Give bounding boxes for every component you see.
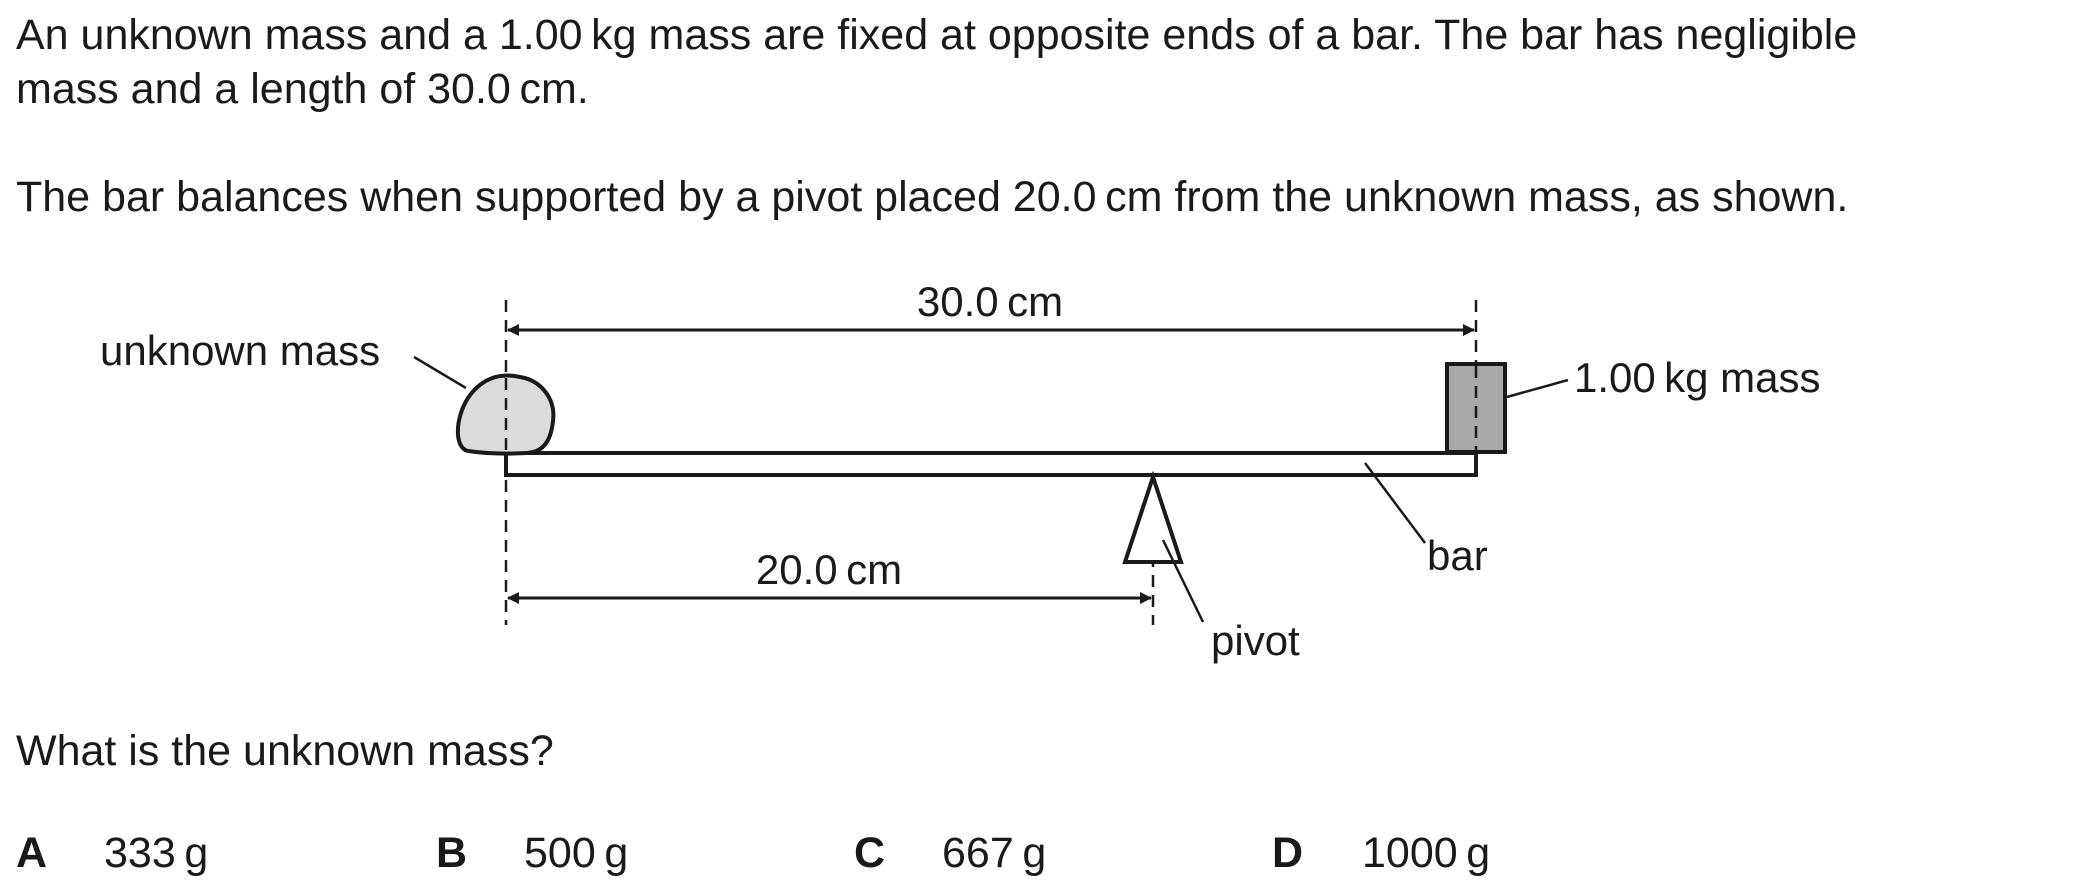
pivot-label: pivot [1211,617,1300,664]
option-b-value[interactable]: 500 g [524,829,629,877]
lever-diagram: 30.0 cm 20.0 cm unknown mass 1.00 kg mas… [100,278,1821,664]
option-d-letter[interactable]: D [1272,829,1304,877]
unknown-mass [455,373,556,456]
bar-label: bar [1427,532,1488,579]
bar-leader-line [1364,462,1426,544]
question-intro: An unknown mass and a 1.00 kg mass are f… [16,8,1857,116]
option-c-letter[interactable]: C [854,829,886,877]
question-setup: The bar balances when supported by a piv… [16,173,1849,221]
known-mass-leader-line [1506,378,1569,399]
unknown-mass-label: unknown mass [100,327,380,374]
unknown-mass-leader-line [413,355,467,390]
question-intro-line-2: mass and a length of 30.0 cm. [16,65,589,113]
pivot-distance-label: 20.0 cm [756,546,902,593]
question-prompt: What is the unknown mass? [16,727,554,775]
pivot [1122,470,1184,564]
known-mass-label: 1.00 kg mass [1574,354,1821,401]
bar [504,451,1478,477]
option-c-value[interactable]: 667 g [942,829,1047,877]
pivot-leader-line [1161,539,1205,623]
option-a-value[interactable]: 333 g [104,829,209,877]
question-intro-line-1: An unknown mass and a 1.00 kg mass are f… [16,11,1858,59]
option-a-letter[interactable]: A [16,829,48,877]
length-label: 30.0 cm [917,278,1063,325]
option-b-letter[interactable]: B [436,829,468,877]
option-d-value[interactable]: 1000 g [1362,829,1491,877]
answer-options: A 333 g B 500 g C 667 g D 1000 g [0,826,2100,886]
